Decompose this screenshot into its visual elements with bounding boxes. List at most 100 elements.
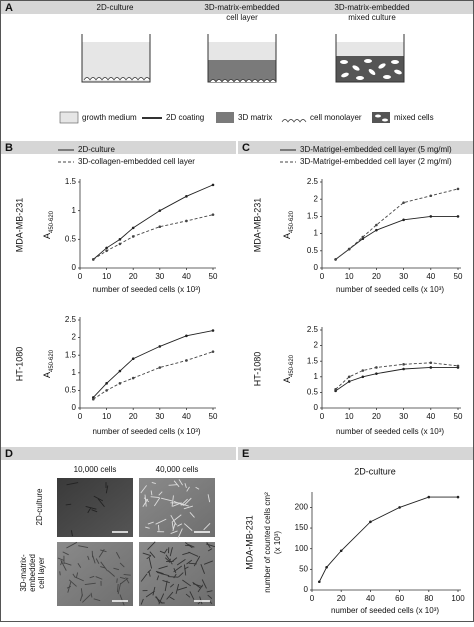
micrographs: 10,000 cells 40,000 cells 2D-culture 3D-… — [19, 465, 215, 606]
micrograph — [139, 478, 215, 537]
x-tick-label: 0 — [320, 412, 325, 421]
data-point — [185, 195, 188, 198]
x-tick-label: 10 — [102, 272, 111, 281]
x-tick-label: 20 — [337, 594, 346, 603]
data-point — [119, 382, 122, 385]
y-tick-label: 0 — [314, 263, 319, 272]
series-line — [336, 216, 458, 259]
y-axis-label-sub: 450-620 — [289, 354, 295, 377]
legend-swatch — [60, 112, 78, 123]
y-tick-label: 150 — [295, 523, 309, 532]
y-axis-label: A450-620 — [42, 349, 54, 378]
x-tick-label: 0 — [78, 272, 83, 281]
cell — [117, 578, 118, 582]
panel-bar — [1, 447, 236, 460]
x-axis-label: number of seeded cells (x 10³) — [336, 427, 444, 436]
data-point — [348, 380, 351, 383]
data-point — [428, 496, 431, 499]
data-point — [457, 496, 460, 499]
data-point — [430, 366, 433, 369]
data-point — [132, 227, 135, 230]
data-point — [318, 580, 321, 583]
y-tick-label: 1.5 — [307, 356, 319, 365]
row-label: MDA-MB-231 — [14, 198, 24, 253]
x-tick-label: 10 — [345, 412, 354, 421]
data-point — [375, 372, 378, 375]
data-point — [119, 238, 122, 241]
x-tick-label: 40 — [426, 272, 435, 281]
data-point — [159, 345, 162, 348]
data-point — [348, 248, 351, 251]
x-tick-label: 20 — [372, 272, 381, 281]
data-point — [375, 224, 378, 227]
y-tick-label: 1 — [314, 229, 319, 238]
growth-medium — [208, 42, 276, 60]
y-tick-label: 0.5 — [307, 388, 319, 397]
cell-monolayer — [210, 80, 276, 83]
y-axis-label: A450-620 — [282, 210, 294, 239]
x-tick-label: 50 — [454, 412, 463, 421]
data-point — [457, 188, 460, 191]
x-tick-label: 50 — [454, 272, 463, 281]
data-point — [369, 521, 372, 524]
x-tick-label: 40 — [426, 412, 435, 421]
growth-medium — [82, 42, 150, 82]
data-point — [375, 229, 378, 232]
y-tick-label: 0 — [314, 403, 319, 412]
panel-label: D — [5, 448, 13, 460]
y-tick-label: 100 — [295, 544, 309, 553]
row-label: HT-1080 — [14, 347, 24, 382]
legend-swatch — [375, 115, 381, 118]
micrograph — [57, 542, 133, 606]
panel-bar — [238, 447, 473, 460]
y-tick-label: 0.5 — [307, 246, 319, 255]
y-axis-label-sub: 450-620 — [49, 210, 55, 233]
series-line — [319, 497, 458, 582]
y-axis-label: A450-620 — [42, 210, 54, 239]
growth-medium — [336, 42, 404, 56]
data-point — [132, 357, 135, 360]
schematic: 2D-culture 3D-matrix-embedded cell layer… — [60, 3, 434, 123]
column-label: 10,000 cells — [74, 465, 117, 474]
legend-swatch — [372, 112, 390, 123]
matrix — [208, 60, 276, 82]
legend-label: 3D-Matrigel-embedded cell layer (2 mg/ml… — [300, 157, 452, 166]
x-axis-label: number of seeded cells (x 10³) — [92, 427, 200, 436]
data-point — [132, 377, 135, 380]
x-axis-label: number of seeded cells (x 10³) — [92, 285, 200, 294]
y-tick-label: 200 — [295, 503, 309, 512]
data-point — [457, 365, 460, 368]
x-tick-label: 80 — [424, 594, 433, 603]
data-point — [185, 359, 188, 362]
cell — [158, 525, 159, 531]
y-tick-label: 1.5 — [65, 177, 77, 186]
row-label: cell layer — [37, 557, 46, 589]
x-axis-label: number of seeded cells (x 10³) — [331, 606, 439, 615]
data-point — [119, 243, 122, 246]
data-point — [105, 247, 108, 250]
data-point — [105, 250, 108, 253]
micrograph — [57, 478, 133, 537]
series-line — [93, 331, 213, 398]
schematic-title: 2D-culture — [97, 3, 134, 12]
y-tick-label: 50 — [299, 564, 308, 573]
data-point — [362, 376, 365, 379]
data-point — [159, 209, 162, 212]
y-tick-label: 0 — [72, 263, 77, 272]
y-tick-label: 2.5 — [307, 177, 319, 186]
x-tick-label: 20 — [129, 272, 138, 281]
x-tick-label: 20 — [372, 412, 381, 421]
chart-title: 2D-culture — [354, 466, 396, 476]
data-point — [92, 398, 95, 401]
series-line — [336, 367, 458, 390]
y-tick-label: 2.5 — [65, 315, 77, 324]
legend-label: cell monolayer — [310, 113, 362, 122]
panel-label: E — [242, 448, 249, 460]
x-tick-label: 30 — [155, 412, 164, 421]
y-tick-label: 1 — [72, 368, 77, 377]
y-tick-label: 2 — [72, 333, 77, 342]
legend-label: mixed cells — [394, 113, 434, 122]
data-point — [119, 370, 122, 373]
x-tick-label: 40 — [182, 272, 191, 281]
